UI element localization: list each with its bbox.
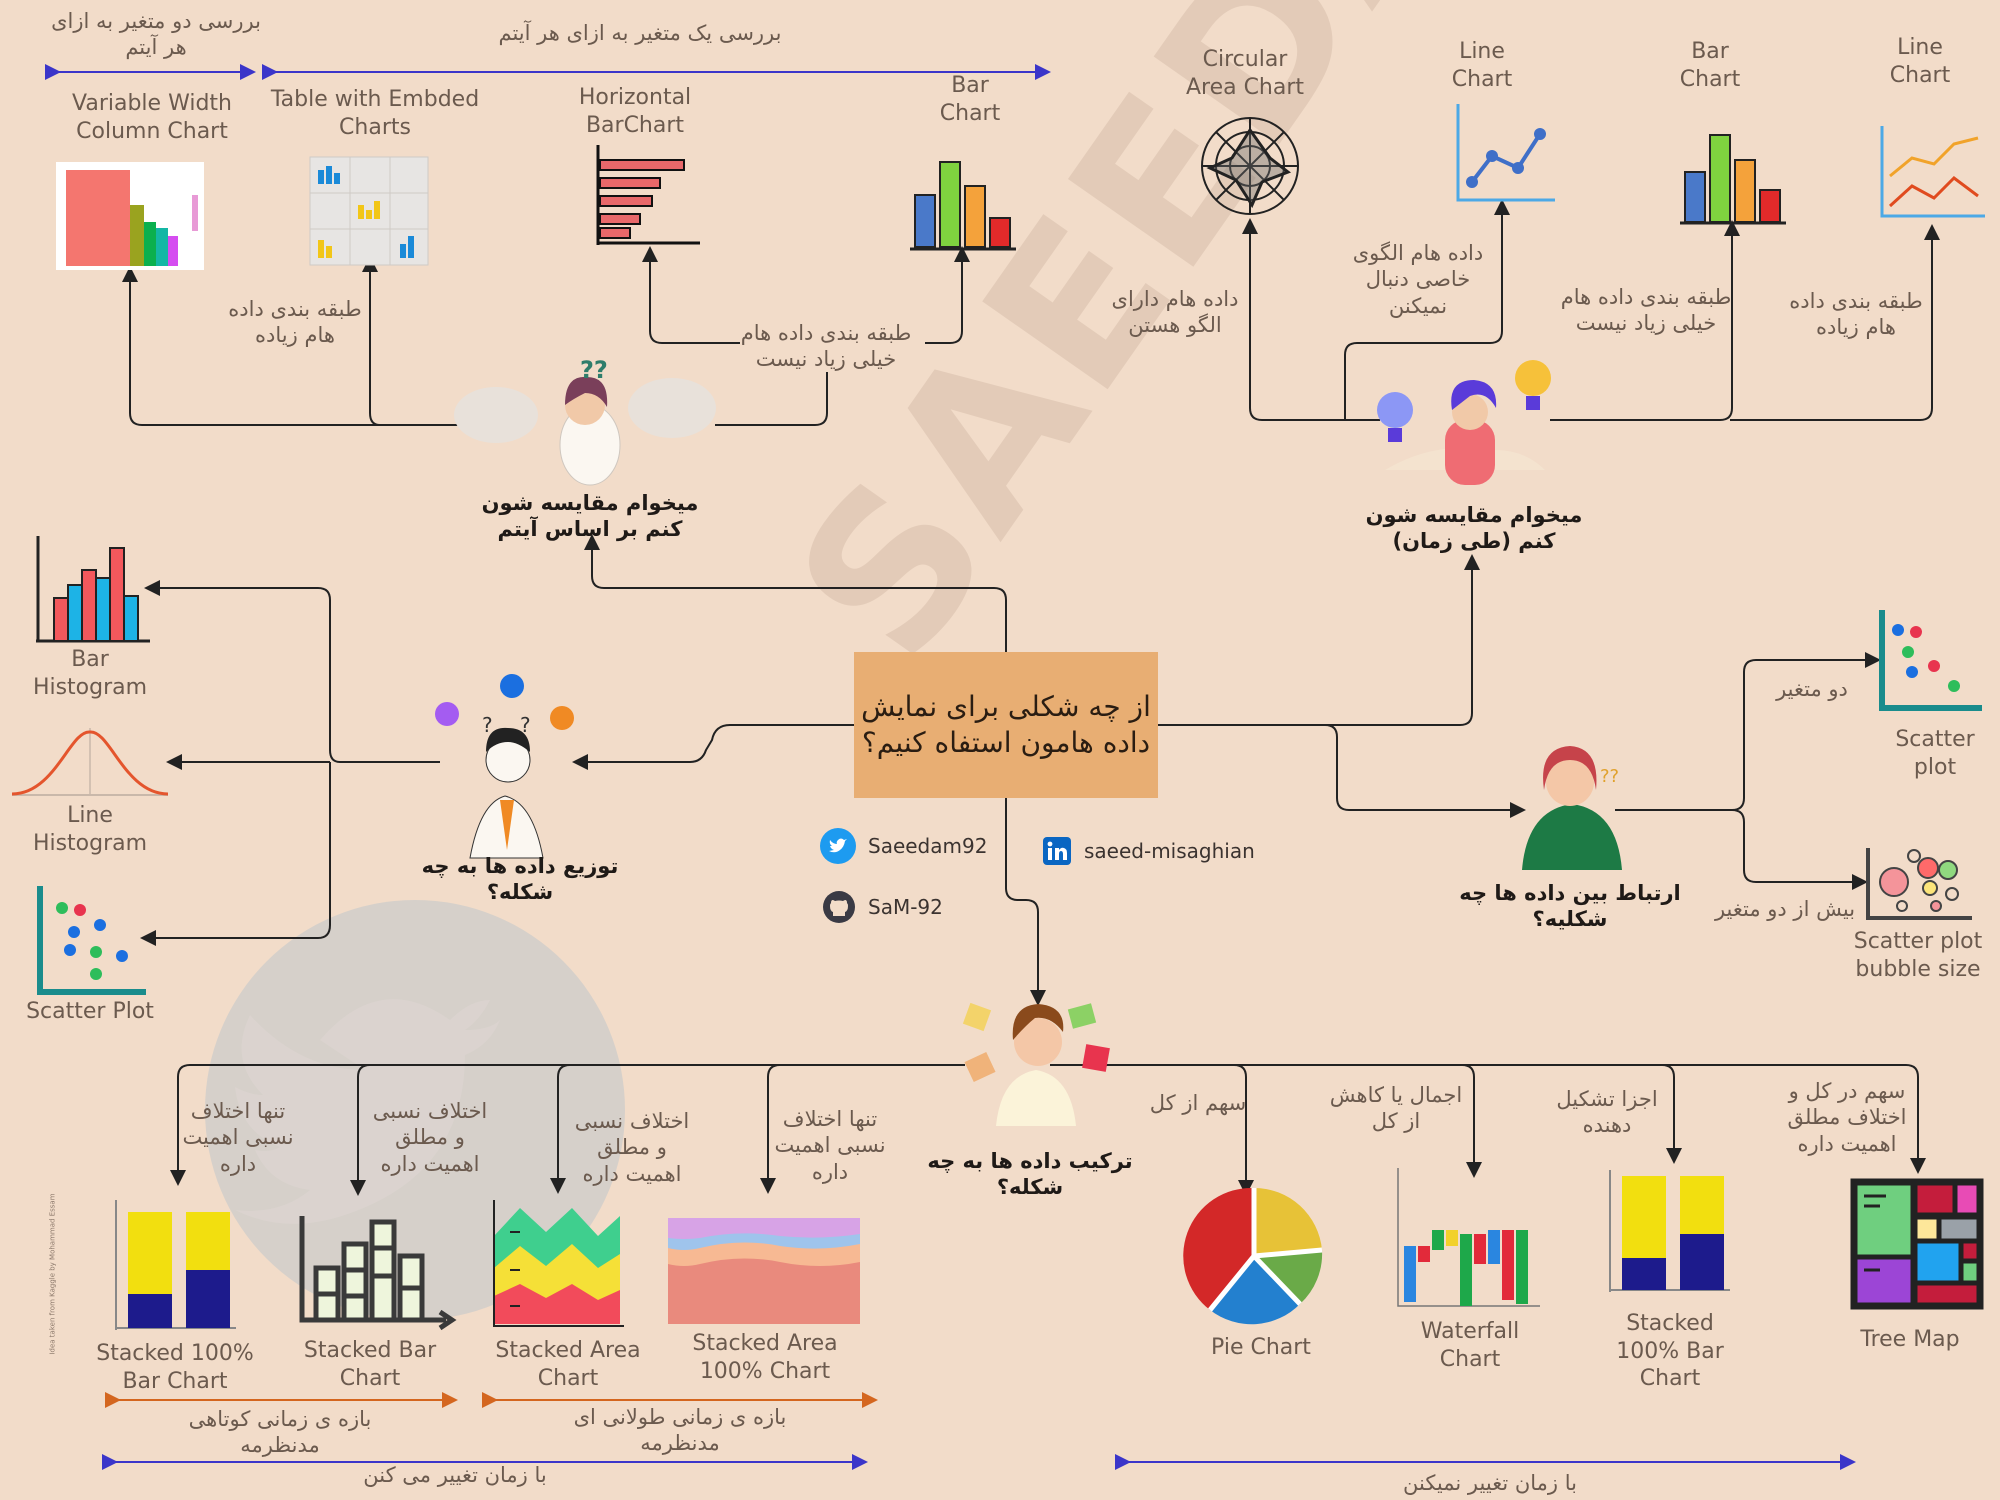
chart-label-line-histogram: Line Histogram [32,803,148,856]
chart-label-stacked-area-100: Stacked Area 100% Chart [692,1331,838,1384]
thinking-woman-illustration: ?? [454,356,716,486]
note-relative-only-1: تنها اختلاف نسبی اهمیت داره [182,1099,294,1176]
bar-chart-icon-2 [1680,134,1786,225]
svg-text:?: ? [520,713,531,737]
svg-text:?: ? [482,713,493,737]
note-short-period: بازه ی زمانی کوتاهی مدنظرمه [188,1407,372,1458]
note-many-categories-time: طبقه بندی داده هام زیاده [1789,289,1923,340]
chart-label-bar-chart-2: Bar Chart [1679,39,1741,92]
waterfall-chart-icon [1397,1168,1540,1307]
svg-text:??: ?? [1600,766,1619,787]
compare-time-title: میخوام مقایسه شون کنم (طی زمان) [1365,503,1583,554]
chart-label-bar-histogram: Bar Histogram [32,647,148,700]
chart-label-pie: Pie Chart [1211,1335,1311,1360]
tree-map-icon [1850,1178,1984,1310]
note-relative-absolute-1: اختلاف نسبی و مطلق اهمیت داره [372,1099,488,1176]
twitter-handle: Saeedam92 [868,834,988,858]
stacked-bar-chart-icon [299,1216,457,1331]
note-relative-absolute-2: اختلاف نسبی و مطلق اهمیت داره [574,1109,690,1186]
compare-items-title: میخوام مقایسه شون کنم بر اساس آیتم [481,491,699,542]
note-cyclic-data: داده هام دارای الگو هستن [1111,287,1239,338]
note-few-categories: طبقه بندی داده هام خیلی زیاد نیست [740,321,912,372]
chart-label-scatter-distribution: Scatter Plot [26,999,154,1024]
stacked-area-100-chart-icon [668,1218,860,1324]
central-question: از چه شکلی برای نمایش داده هامون استفاه … [854,652,1158,798]
stacked-area-chart-icon [493,1200,624,1327]
github-handle: SaM-92 [868,895,943,919]
linkedin-handle: saeed-misaghian [1084,839,1255,863]
variable-width-column-chart-icon [56,162,204,270]
note-static-over-time: با زمان تغییر نمیکنن [1403,1471,1577,1495]
chart-label-stacked-100-bar-1: Stacked 100% Bar Chart [96,1341,254,1394]
chart-label-variable-width-column: Variable Width Column Chart [72,91,232,144]
note-components: اجزا تشکیل دهنده [1556,1087,1658,1138]
line-histogram-icon [11,728,169,796]
table-with-charts-icon [309,156,429,266]
github-icon [823,891,855,923]
composition-title: ترکیب داده ها به چه شکله؟ [927,1149,1133,1200]
line-chart-icon-2 [1880,126,1985,218]
chart-label-horizontal-bar: Horizontal BarChart [578,85,692,138]
chart-label-tree-map: Tree Map [1860,1327,1960,1352]
chart-label-scatter-relationship: Scatter plot [1895,727,1975,780]
chart-label-waterfall: Waterfall Chart [1420,1319,1520,1372]
note-long-period: بازه ی زمانی طولانی ای مدنظرمه [573,1405,787,1456]
distribution-title: توزیع داده ها به چه شکله؟ [421,854,619,905]
horizontal-bar-chart-icon [596,145,700,245]
woman-with-lightbulbs-illustration [1377,360,1551,485]
note-accumulation: اجمال یا کاهش از کل [1329,1083,1463,1134]
chart-label-stacked-100-bar-2: Stacked 100% Bar Chart [1616,1311,1724,1391]
bubble-chart-icon [1866,848,1972,920]
note-share-and-difference: سهم در کل و اختلاف مطلق اهمیت داره [1787,1079,1907,1156]
scatter-plot-icon [37,886,146,995]
line-chart-icon-1 [1456,104,1555,202]
chart-label-stacked-bar: Stacked Bar Chart [303,1338,437,1391]
note-changes-over-time: با زمان تغییر می کنن [363,1463,547,1487]
chart-label-bubble: Scatter plot bubble size [1853,929,1983,982]
chart-label-line-chart-2: Line Chart [1889,35,1951,88]
note-two-variables: دو متغیر [1776,677,1848,701]
two-vars-per-item-header: بررسی دو متغیر به ازای هر آیتم [51,9,261,60]
note-more-than-two-variables: بیش از دو متغیر [1714,897,1856,921]
relationship-title: ارتباط بین داده ها چه شکلیه؟ [1459,881,1681,932]
chart-label-line-chart-1: Line Chart [1451,39,1513,92]
note-share-of-total: سهم از کل [1149,1091,1247,1115]
note-non-cyclic-data: داده هام الگوی خاصی دنبال نمیکنن [1352,241,1484,318]
confused-man-illustration: ? ? [435,674,574,859]
bar-histogram-icon [36,536,150,643]
svg-text:??: ?? [580,356,608,384]
one-var-per-item-header: بررسی یک متغیر به ازای هر آیتم [498,21,782,45]
note-relative-only-2: تنها اختلاف نسبی اهمیت داره [774,1107,886,1184]
linkedin-link[interactable]: saeed-misaghian [1042,836,1255,866]
stacked-100-bar-chart-icon-1 [115,1200,236,1330]
pie-chart-icon [1183,1187,1323,1325]
chart-label-stacked-area: Stacked Area Chart [495,1338,641,1391]
stacked-100-bar-chart-icon-2 [1609,1170,1730,1292]
puzzle-boy-illustration [962,1002,1110,1126]
github-link[interactable]: SaM-92 [822,890,943,924]
note-few-categories-time: طبقه بندی داده هام خیلی زیاد نیست [1560,285,1732,336]
chart-label-bar-chart: Bar Chart [939,73,1001,126]
bar-chart-icon-1 [910,161,1016,251]
linkedin-icon [1043,837,1071,865]
twitter-icon [820,828,856,864]
scatter-plot-relationship-icon [1879,610,1982,711]
chart-label-circular-area: Circular Area Chart [1185,47,1305,100]
note-many-categories: طبقه بندی داده هام زیاده [228,297,362,348]
chart-label-table-embedded: Table with Embded Charts [270,87,480,140]
twitter-link[interactable]: Saeedam92 [820,828,987,864]
circular-area-chart-icon [1201,117,1299,215]
worried-woman-illustration: ?? [1522,746,1622,870]
